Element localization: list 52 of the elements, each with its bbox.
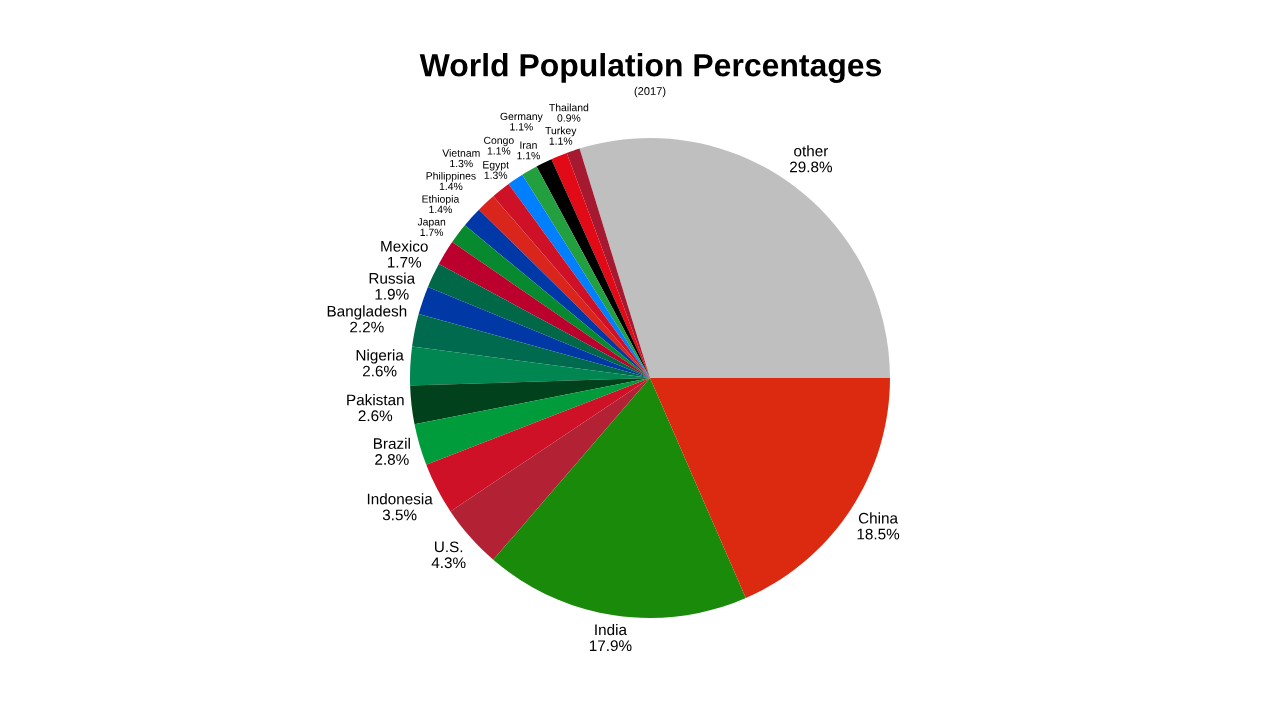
data-label: 29.8%: [790, 161, 833, 173]
data-label: 1.1%: [487, 147, 511, 155]
data-label: 1.3%: [484, 171, 508, 179]
data-label: 0.9%: [557, 114, 581, 122]
slice-label: Thailand: [549, 103, 589, 112]
slice-label: Vietnam: [442, 149, 480, 157]
slice-label: Iran: [520, 141, 537, 149]
data-label: 1.7%: [420, 228, 444, 236]
slice-label: India: [595, 623, 627, 636]
data-label: 1.1%: [510, 123, 533, 131]
slice-label: Pakistan: [347, 394, 404, 406]
data-label: 1.9%: [375, 288, 409, 300]
data-label: 2.8%: [375, 454, 409, 465]
pie-slice: [410, 378, 650, 425]
slice-label: U.S.: [434, 541, 463, 553]
slice-label: Indonesia: [367, 493, 433, 505]
pie-slice: [579, 138, 890, 378]
slice-label: other: [794, 145, 829, 157]
chart-title: World Population Percentages: [419, 53, 882, 83]
slice-label: Philippines: [426, 171, 476, 182]
slice-label: Ethiopia: [422, 195, 460, 205]
slice-label: Congo: [484, 136, 514, 147]
pie-slice: [438, 242, 650, 378]
data-label: 2.2%: [350, 321, 384, 333]
data-label: 17.9%: [589, 640, 632, 652]
pie-slice: [414, 378, 650, 465]
slice-label: Bangladesh: [327, 305, 407, 320]
slice-label: Nigeria: [356, 349, 404, 364]
chart-subtitle: (2017): [634, 86, 666, 98]
pie-slice: [418, 287, 650, 378]
data-label: 1.1%: [517, 151, 540, 160]
data-label: 1.1%: [549, 137, 573, 145]
data-label: 3.5%: [382, 509, 417, 521]
slice-label: Turkey: [545, 126, 577, 137]
slice-label: Japan: [417, 218, 446, 228]
data-label: 1.4%: [439, 182, 463, 191]
pie-slice: [493, 378, 746, 618]
slice-label: Russia: [369, 272, 416, 284]
slice-label: Mexico: [381, 240, 428, 252]
data-label: 4.3%: [431, 557, 466, 569]
pie-slice: [566, 148, 650, 378]
data-label: 2.6%: [358, 410, 393, 422]
pie-slice: [551, 152, 650, 378]
slice-label: Egypt: [483, 161, 509, 171]
slice-label: Brazil: [373, 437, 410, 449]
data-label: 18.5%: [857, 528, 900, 540]
slice-label: China: [858, 512, 899, 524]
data-label: 1.4%: [429, 205, 452, 214]
data-label: 2.6%: [362, 365, 397, 377]
data-label: 1.3%: [450, 159, 473, 168]
slice-label: Germany: [500, 112, 543, 123]
data-label: 1.7%: [387, 256, 422, 268]
